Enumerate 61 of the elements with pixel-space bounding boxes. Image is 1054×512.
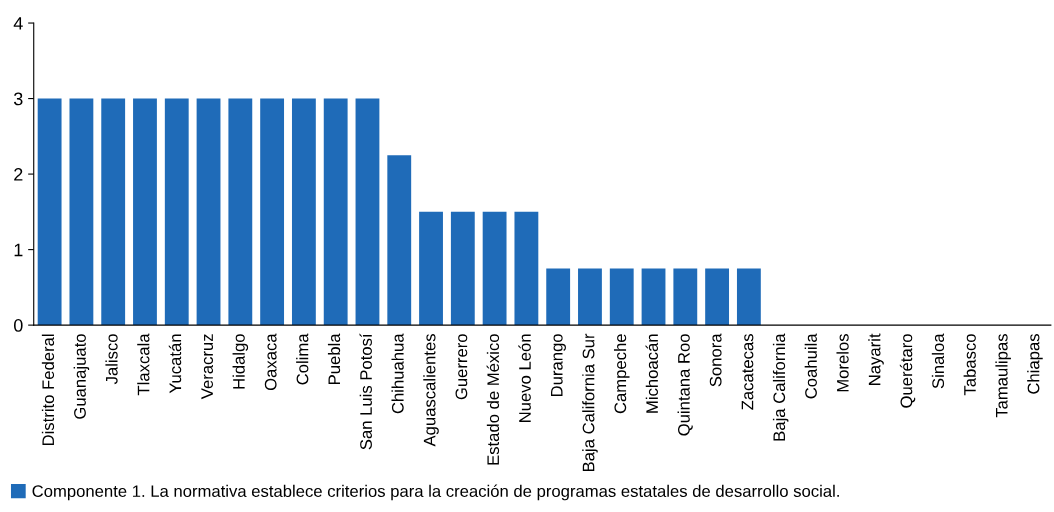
x-tick-label: Yucatán: [168, 334, 182, 394]
bar: [482, 211, 507, 326]
bar: [736, 268, 761, 326]
x-tick-label: Puebla: [327, 333, 341, 384]
x-tick-label: Michoacán: [645, 334, 658, 413]
x-tick-label: Sinaloa: [931, 333, 945, 389]
bar: [69, 98, 94, 326]
bar: [291, 98, 316, 326]
y-tick-label: 1: [14, 243, 23, 257]
x-tick-label: Morelos: [836, 334, 849, 392]
x-tick-label: Quintana Roo: [677, 334, 693, 436]
bar: [546, 268, 571, 326]
x-tick-label: Tamaulipas: [995, 334, 1011, 418]
x-tick-label: Coahuila: [804, 333, 817, 399]
x-tick-label: Querétaro: [899, 334, 916, 408]
x-tick-label: Tabasco: [963, 334, 976, 396]
x-tick-label: San Luis Potosí: [359, 333, 372, 450]
bar: [228, 98, 253, 326]
x-tick-label: Baja California Sur: [582, 333, 598, 472]
bar: [101, 98, 126, 326]
x-tick-label: Oaxaca: [264, 333, 277, 391]
x-tick-label: Chiapas: [1027, 334, 1043, 394]
x-tick-label: Sonora: [709, 333, 722, 387]
bar: [37, 98, 62, 326]
bar: [164, 98, 189, 326]
y-tick-label: 4: [13, 17, 23, 30]
y-tick-label: 3: [13, 92, 23, 106]
bar: [609, 268, 634, 326]
x-tick-label: Distrito Federal: [41, 334, 55, 446]
bar: [514, 211, 539, 326]
bar: [673, 268, 698, 326]
bar: [419, 211, 443, 326]
bar: [578, 268, 602, 326]
x-tick-label: Guanajuato: [73, 334, 90, 419]
x-tick-label: Nuevo León: [518, 334, 531, 422]
x-tick-label: Chihuahua: [391, 333, 404, 414]
x-tick-label: Campeche: [613, 334, 630, 414]
x-tick-label: Baja California: [772, 333, 789, 441]
bar: [355, 98, 380, 326]
bar: [323, 98, 348, 326]
bar: [260, 98, 285, 326]
x-tick-label: Jalisco: [105, 334, 118, 385]
legend-label: Componente 1. La normativa establece criterios para la creación de programas estatales de desarrollo social.: [32, 484, 839, 501]
y-tick-label: 2: [14, 168, 23, 181]
x-tick-label: Colima: [296, 333, 309, 385]
x-tick-label: Zacatecas: [741, 334, 754, 410]
x-tick-label: Nayarit: [868, 333, 884, 385]
x-tick-label: Tlaxcala: [137, 333, 150, 396]
bar: [387, 155, 412, 326]
bar: [196, 98, 221, 326]
x-tick-label: Guerrero: [455, 334, 468, 400]
bar: [133, 98, 157, 326]
bar: [705, 268, 730, 326]
x-tick-label: Estado de México: [486, 334, 500, 465]
y-tick-label: 0: [13, 319, 23, 332]
x-tick-label: Aguascalientes: [423, 334, 439, 447]
x-tick-label: Veracruz: [201, 334, 214, 400]
x-tick-label: Hidalgo: [232, 334, 249, 389]
bar: [450, 211, 475, 326]
bar: [641, 268, 666, 326]
x-tick-label: Durango: [551, 334, 566, 397]
